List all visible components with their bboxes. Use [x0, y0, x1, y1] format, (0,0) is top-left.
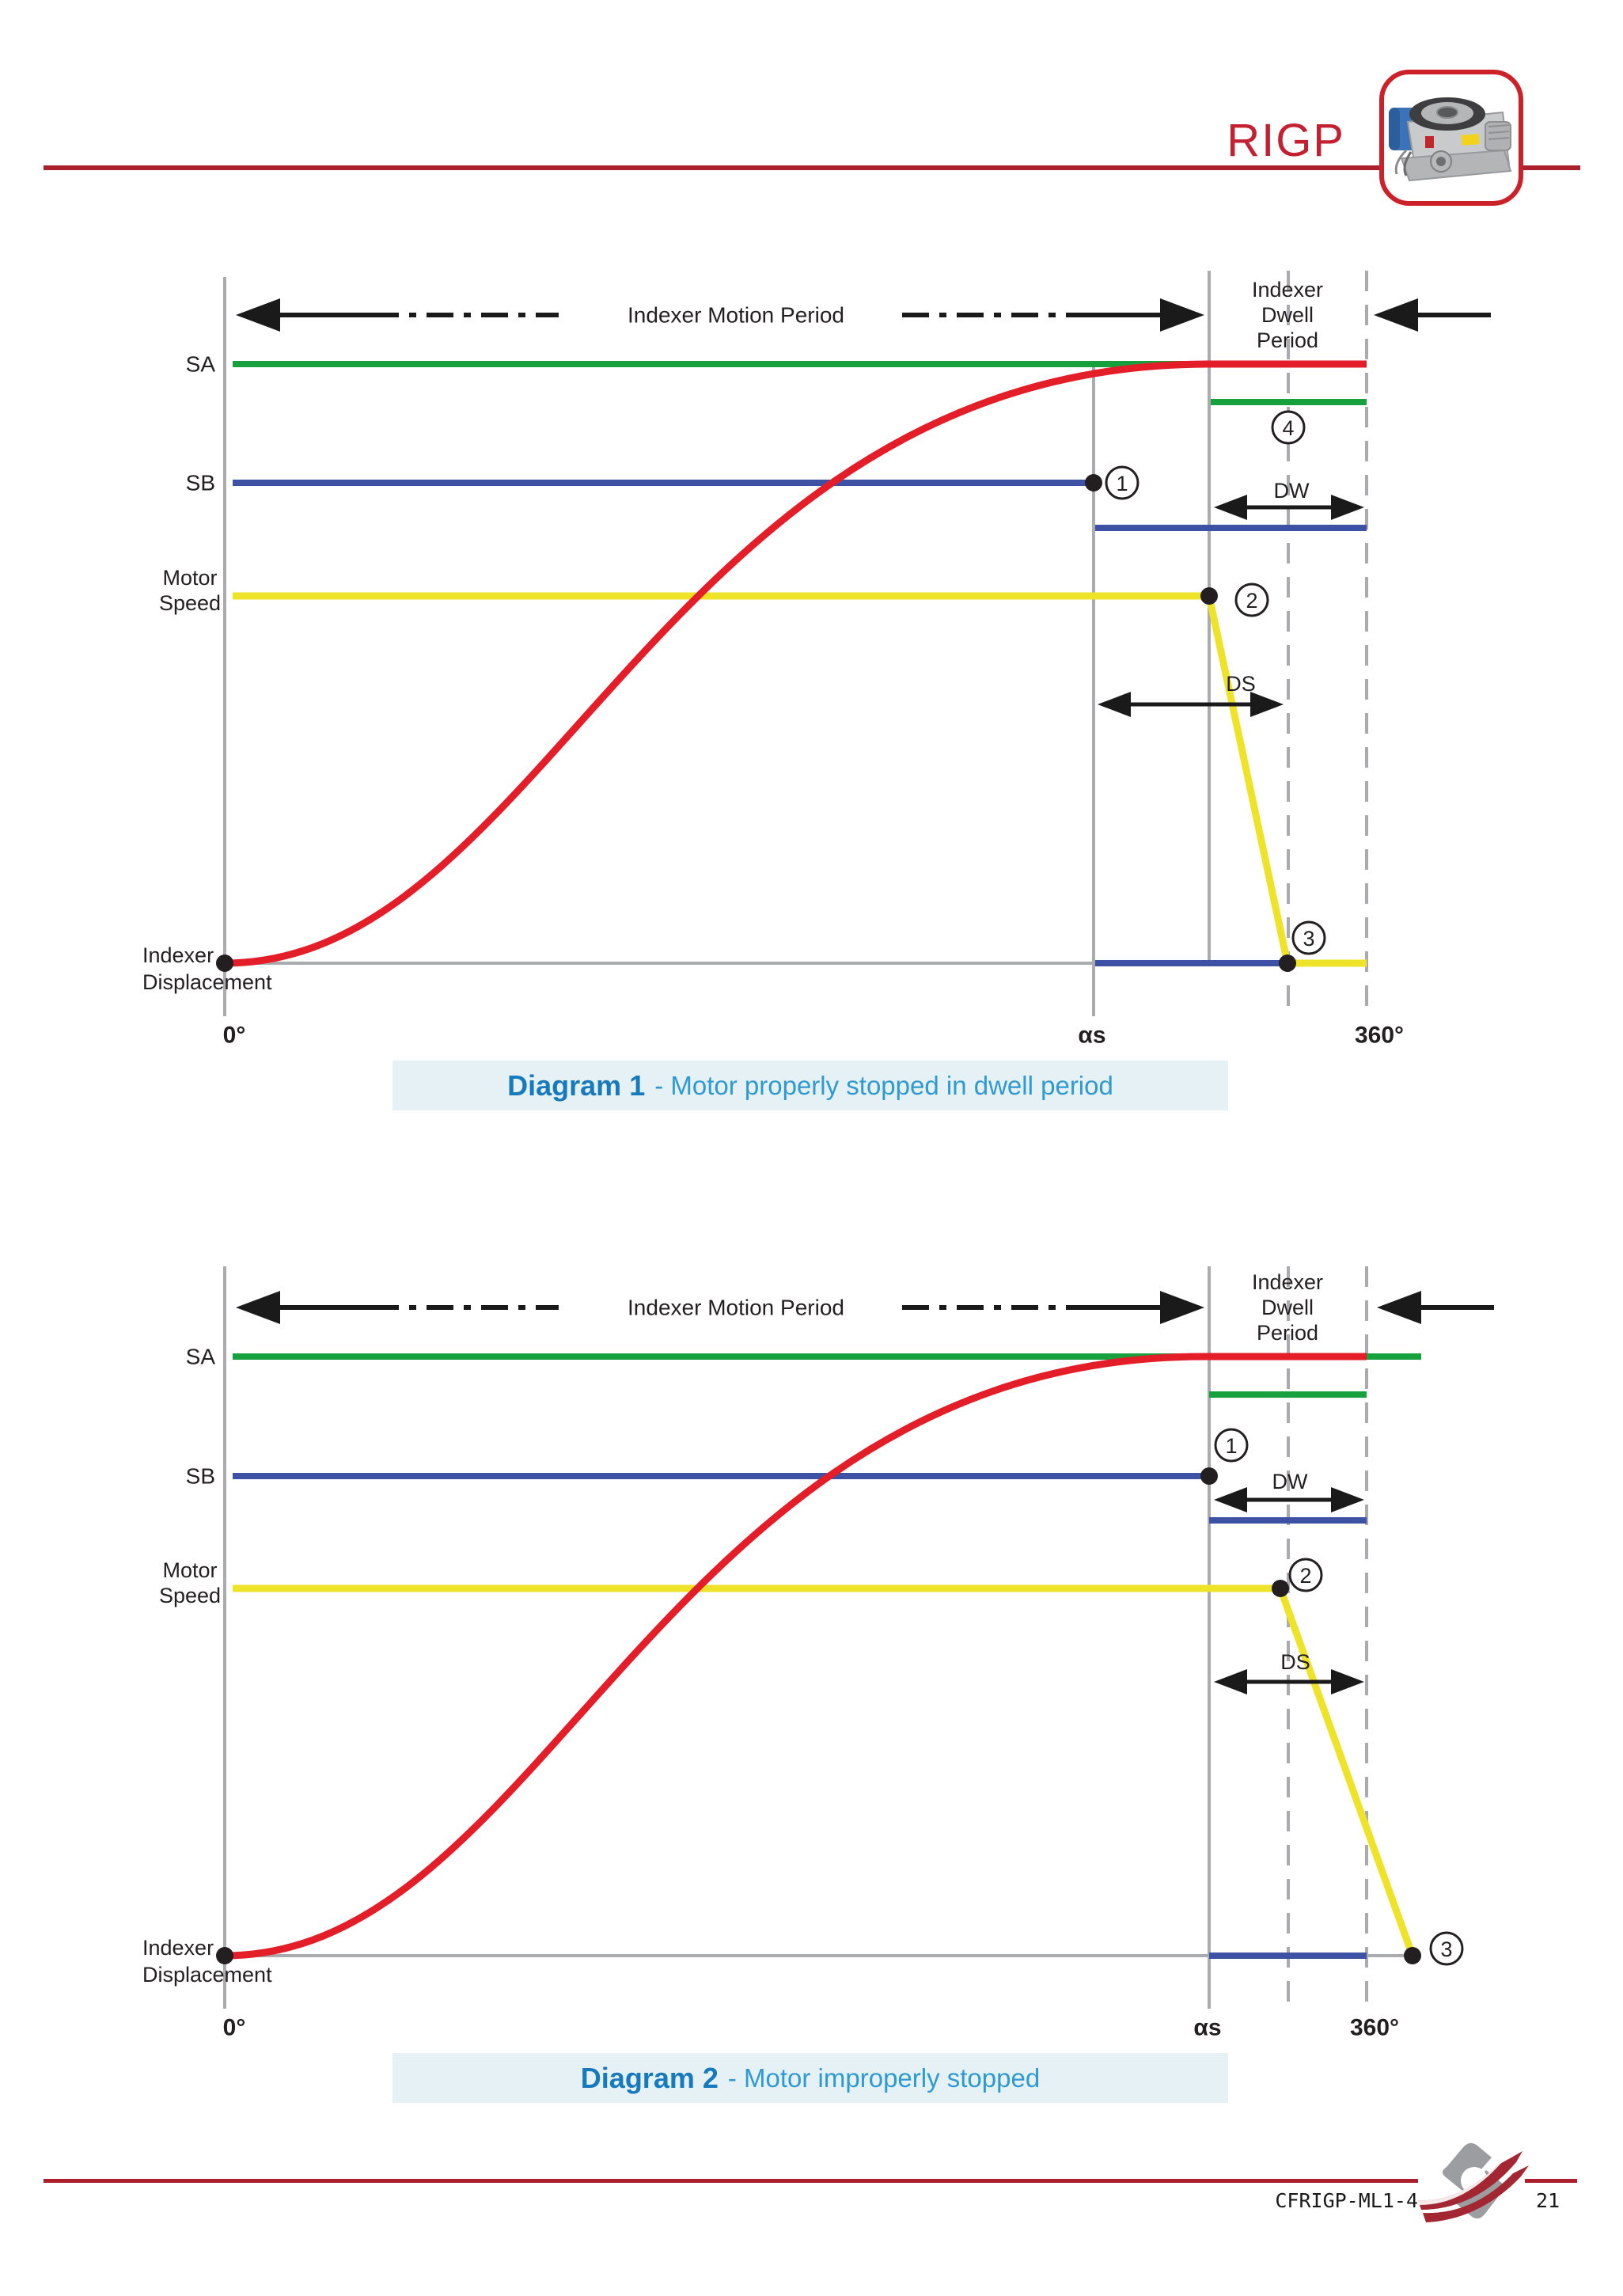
- d2-tick-0: 0°: [223, 2015, 246, 2041]
- svg-text:Displacement: Displacement: [142, 1963, 272, 1987]
- d1-motor-speed-label: Motor Speed: [159, 566, 221, 615]
- company-logo: [1418, 2142, 1529, 2222]
- d1-ds-label: DS: [1226, 672, 1256, 696]
- motor-shade: [1389, 108, 1400, 150]
- d2-sa-label: SA: [186, 1345, 216, 1369]
- page-title: RIGP: [1227, 115, 1345, 166]
- svg-text:Speed: Speed: [159, 1584, 221, 1607]
- d1-tick-360: 360°: [1355, 1023, 1404, 1049]
- d2-origin-dot: [216, 1947, 233, 1964]
- cable-2: [1394, 149, 1408, 175]
- d2-tick-alpha-s: αs: [1193, 2015, 1221, 2041]
- d1-dw-span-arrow: [1214, 495, 1364, 520]
- d2-displacement-label: Indexer Displacement: [142, 1936, 272, 1987]
- d1-displacement-label: Indexer Displacement: [142, 943, 272, 994]
- d2-motor-speed-label: Motor Speed: [159, 1558, 221, 1607]
- d2-dwell-period-arrow: [1377, 1291, 1494, 1324]
- svg-text:3: 3: [1440, 1937, 1452, 1961]
- d2-marker-1: 1: [1214, 1428, 1249, 1463]
- d2-sb-end-dot: [1200, 1467, 1218, 1485]
- d2-motor-zero-dot: [1404, 1947, 1421, 1964]
- diagram1-figure: Indexer Motion Period Indexer Dwell Peri…: [142, 271, 1491, 1049]
- svg-text:3: 3: [1303, 927, 1314, 951]
- footer-rule-right: [1525, 2179, 1577, 2183]
- diagram1-caption-text: - Motor properly stopped in dwell period: [654, 1070, 1113, 1100]
- d1-marker-3: 3: [1291, 920, 1326, 955]
- svg-text:Period: Period: [1257, 1321, 1318, 1345]
- svg-text:Indexer: Indexer: [1252, 278, 1323, 302]
- svg-text:Indexer: Indexer: [142, 943, 214, 967]
- d1-displacement-curve: [224, 360, 1210, 967]
- d1-motion-period-arrow: [236, 298, 1204, 332]
- diagram2-caption: Diagram 2 - Motor improperly stopped: [392, 2053, 1228, 2103]
- output-hub-center: [1436, 157, 1446, 166]
- gearbox: [1485, 121, 1511, 151]
- d1-marker-4: 4: [1271, 410, 1306, 445]
- svg-text:4: 4: [1282, 416, 1294, 440]
- d1-marker-1: 1: [1105, 465, 1140, 500]
- header-rule: [44, 165, 1580, 170]
- svg-text:Dwell: Dwell: [1261, 1296, 1314, 1319]
- footer-doc-code: CFRIGP-ML1-4: [1275, 2189, 1418, 2212]
- indexer-base: [1400, 149, 1512, 182]
- svg-text:1: 1: [1116, 472, 1128, 495]
- d2-motor-stop-start-dot: [1272, 1580, 1289, 1597]
- svg-text:Motor: Motor: [162, 1558, 217, 1582]
- d1-dwell-period-label: Indexer Dwell Period: [1252, 278, 1323, 352]
- d2-displacement-curve: [224, 1353, 1205, 1960]
- svg-text:Indexer: Indexer: [1252, 1270, 1323, 1294]
- svg-text:1: 1: [1225, 1434, 1237, 1458]
- svg-text:Speed: Speed: [159, 591, 221, 615]
- d2-motion-period-arrow: [236, 1291, 1204, 1324]
- red-label: [1425, 136, 1434, 148]
- svg-text:Dwell: Dwell: [1261, 303, 1314, 327]
- footer-rule-left: [44, 2179, 1418, 2183]
- logo-red-ribbons: [1418, 2151, 1529, 2222]
- d1-dw-label: DW: [1274, 479, 1310, 503]
- indexer-product-icon: [1389, 97, 1512, 182]
- d2-ds-span-arrow: [1214, 1669, 1364, 1694]
- d1-sa-label: SA: [186, 352, 216, 377]
- svg-text:2: 2: [1299, 1564, 1311, 1588]
- d2-marker-3: 3: [1429, 1931, 1464, 1966]
- d2-dw-label: DW: [1272, 1470, 1308, 1493]
- d1-sb-end-dot: [1085, 474, 1102, 491]
- d2-sb-label: SB: [186, 1464, 215, 1489]
- d1-motor-zero-dot: [1279, 954, 1296, 972]
- diagram2-caption-text: - Motor improperly stopped: [727, 2063, 1041, 2093]
- d2-motor-decel-line: [1276, 1587, 1416, 1957]
- diagram2-figure: Indexer Motion Period Indexer Dwell Peri…: [142, 1266, 1494, 2041]
- svg-text:2: 2: [1246, 589, 1257, 613]
- d2-ds-label: DS: [1280, 1650, 1310, 1674]
- d2-tick-360: 360°: [1350, 2015, 1399, 2041]
- d1-origin-dot: [216, 954, 233, 972]
- footer-page-number: 21: [1536, 2189, 1560, 2212]
- diagram1-caption: Diagram 1 - Motor properly stopped in dw…: [392, 1061, 1228, 1110]
- d1-motor-stop-start-dot: [1200, 587, 1218, 605]
- d2-marker-2: 2: [1288, 1558, 1323, 1592]
- dial-bore: [1436, 106, 1458, 119]
- d1-ds-span-arrow: [1098, 692, 1284, 717]
- d1-motor-decel-line: [1205, 595, 1291, 964]
- svg-text:Indexer: Indexer: [142, 1936, 214, 1960]
- d1-sb-label: SB: [186, 471, 215, 495]
- d1-dwell-period-arrow: [1374, 298, 1491, 332]
- svg-text:Displacement: Displacement: [142, 970, 272, 994]
- d1-marker-2: 2: [1234, 583, 1269, 617]
- diagram2-caption-title: Diagram 2: [580, 2061, 719, 2094]
- d2-dwell-period-label: Indexer Dwell Period: [1252, 1270, 1323, 1345]
- d1-motion-period-label: Indexer Motion Period: [628, 303, 844, 328]
- d2-motion-period-label: Indexer Motion Period: [628, 1296, 844, 1320]
- d2-dw-span-arrow: [1214, 1487, 1364, 1512]
- d1-tick-alpha-s: αs: [1078, 1023, 1105, 1049]
- cable: [1403, 151, 1413, 176]
- svg-text:Period: Period: [1257, 328, 1318, 352]
- diagram1-caption-title: Diagram 1: [507, 1068, 646, 1102]
- d1-tick-0: 0°: [223, 1023, 246, 1049]
- svg-text:Motor: Motor: [162, 566, 217, 590]
- product-thumbnail: [1379, 70, 1523, 206]
- warning-label: [1461, 134, 1480, 146]
